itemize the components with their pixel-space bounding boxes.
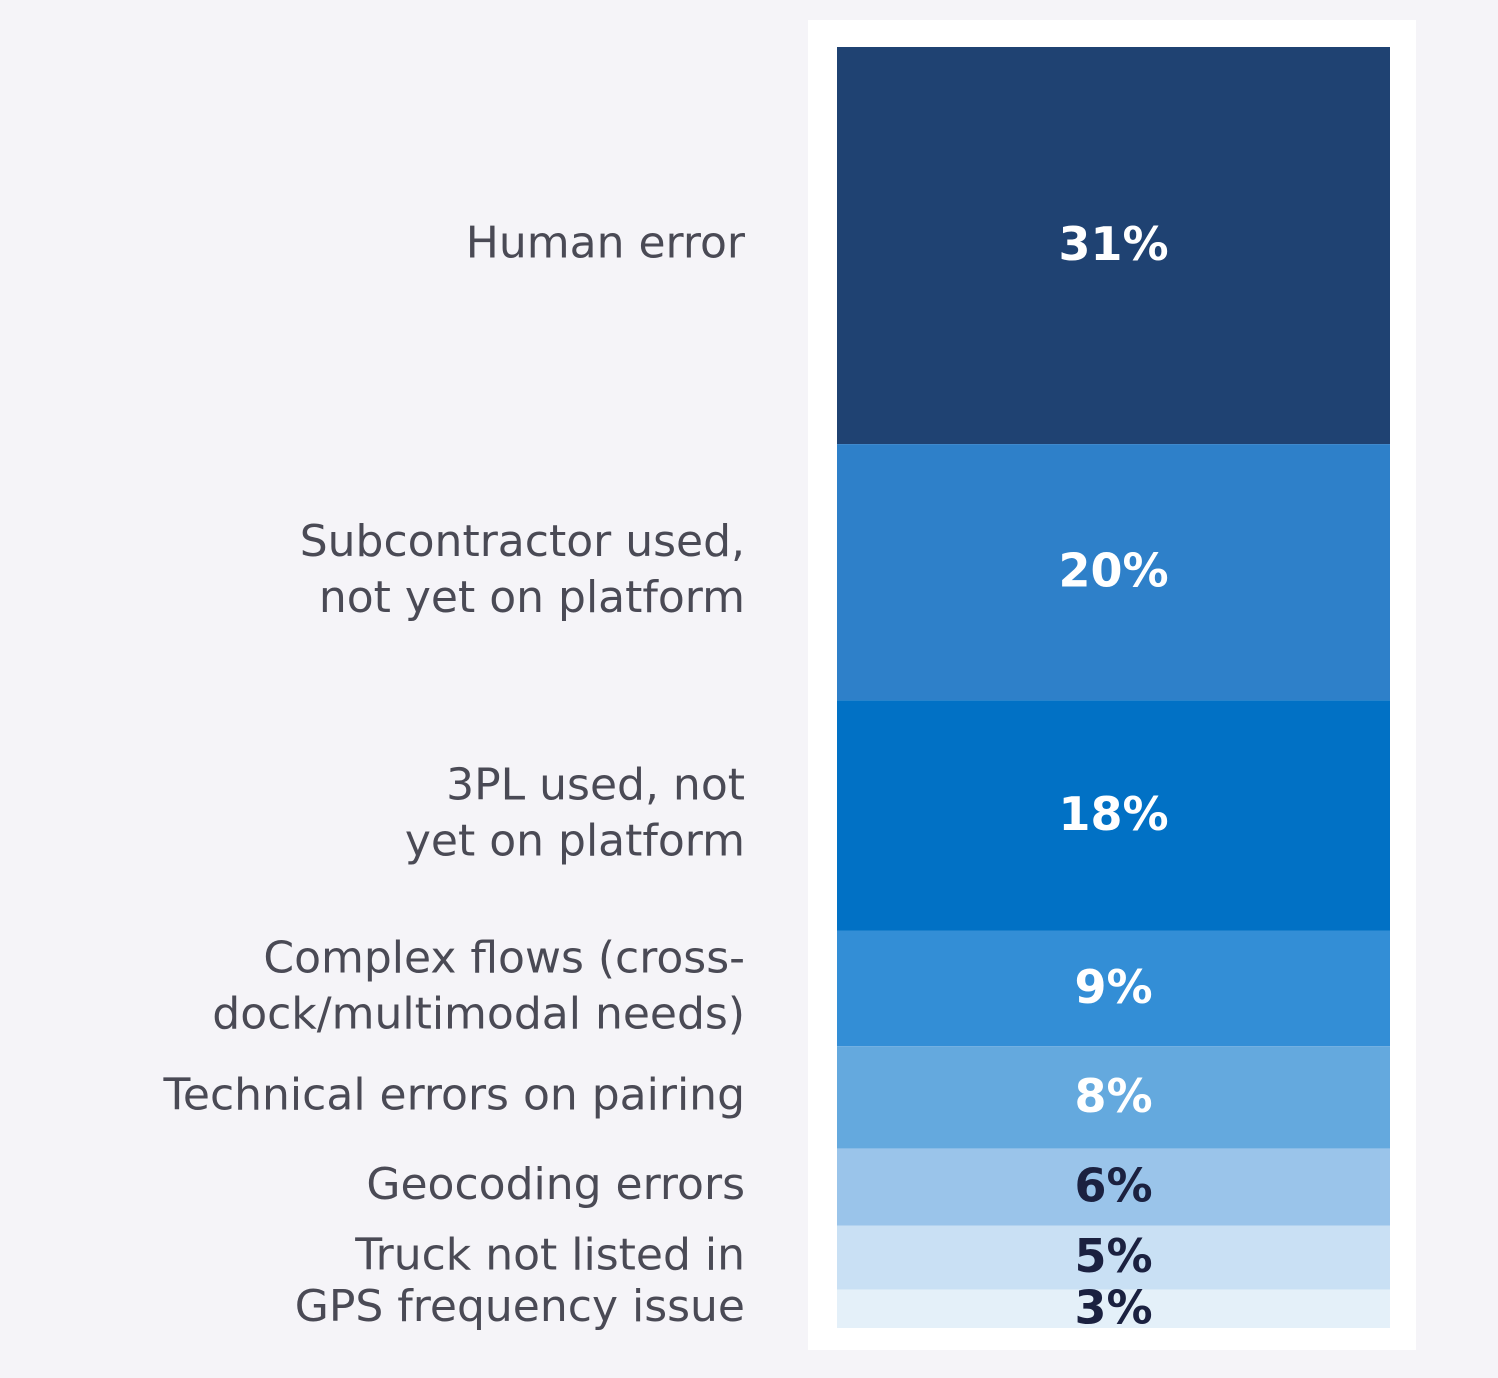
category-label: Human error	[466, 218, 746, 269]
segment	[837, 1225, 1390, 1290]
category-label: Technical errors on pairing	[163, 1069, 746, 1120]
value-label: 3%	[1074, 1280, 1152, 1334]
category-label: Geocoding errors	[366, 1159, 745, 1210]
segment	[837, 1148, 1390, 1226]
category-label: yet on platform	[405, 816, 745, 867]
segment	[837, 47, 1390, 445]
value-label: 9%	[1074, 960, 1152, 1014]
value-label: 20%	[1058, 544, 1168, 598]
category-label: Subcontractor used,	[300, 516, 745, 567]
value-label: 6%	[1074, 1159, 1152, 1213]
category-label: Complex flows (cross-	[263, 933, 745, 984]
category-label: 3PL used, not	[446, 760, 745, 811]
value-label: 5%	[1074, 1229, 1152, 1283]
segment	[837, 1289, 1390, 1328]
category-label: not yet on platform	[319, 572, 745, 623]
category-label: GPS frequency issue	[295, 1281, 745, 1332]
value-label: 8%	[1074, 1069, 1152, 1123]
segment	[837, 1046, 1390, 1149]
value-label: 18%	[1058, 787, 1168, 841]
value-label: 31%	[1058, 217, 1168, 271]
segment	[837, 930, 1390, 1047]
segment	[837, 700, 1390, 931]
segment	[837, 444, 1390, 701]
category-label: Truck not listed in	[354, 1230, 745, 1281]
category-label: dock/multimodal needs)	[212, 989, 745, 1040]
